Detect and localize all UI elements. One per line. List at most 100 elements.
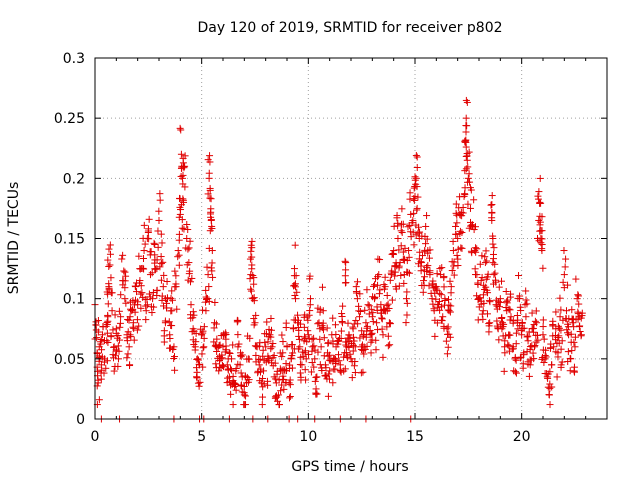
- data-point: [160, 327, 168, 335]
- data-point: [423, 212, 431, 220]
- data-point: [169, 345, 177, 353]
- data-point: [248, 244, 256, 252]
- data-point: [329, 379, 337, 387]
- y-axis-label: SRMTID / TECUs: [6, 182, 22, 295]
- data-point: [356, 334, 364, 342]
- data-point: [405, 269, 413, 277]
- data-point: [222, 346, 230, 354]
- data-point: [237, 353, 245, 361]
- data-point: [500, 320, 508, 328]
- data-point: [539, 331, 547, 339]
- x-tick-label: 15: [406, 429, 424, 445]
- data-point: [121, 295, 129, 303]
- data-point: [105, 245, 113, 253]
- data-point: [295, 326, 303, 334]
- data-point: [193, 355, 201, 363]
- data-point: [538, 227, 546, 235]
- data-point: [329, 314, 337, 322]
- data-point: [537, 199, 545, 207]
- data-point: [144, 227, 152, 235]
- data-point: [145, 235, 153, 243]
- data-point: [148, 269, 156, 277]
- data-point: [463, 150, 471, 158]
- data-point: [444, 323, 452, 331]
- data-point: [288, 364, 296, 372]
- data-point: [557, 361, 565, 369]
- data-point: [183, 220, 191, 228]
- data-point: [386, 276, 394, 284]
- data-point: [175, 230, 183, 238]
- data-point: [106, 261, 114, 269]
- data-point: [206, 152, 214, 160]
- data-point: [106, 241, 114, 249]
- data-point: [346, 334, 354, 342]
- data-point: [174, 247, 182, 255]
- data-point: [555, 324, 563, 332]
- data-point: [404, 223, 412, 231]
- data-point: [470, 226, 478, 234]
- data-point: [291, 281, 299, 289]
- data-point: [555, 332, 563, 340]
- data-point: [356, 290, 364, 298]
- data-point: [412, 174, 420, 182]
- data-point: [187, 278, 195, 286]
- data-point: [173, 305, 181, 313]
- data-point: [199, 306, 207, 314]
- data-point: [320, 334, 328, 342]
- data-point: [264, 338, 272, 346]
- data-point: [184, 226, 192, 234]
- data-point: [127, 307, 135, 315]
- data-point: [397, 227, 405, 235]
- data-point: [482, 247, 490, 255]
- data-point: [332, 330, 340, 338]
- data-point: [570, 367, 578, 375]
- data-point: [307, 368, 315, 376]
- data-point: [168, 287, 176, 295]
- data-point: [244, 332, 252, 340]
- data-point: [114, 342, 122, 350]
- data-point: [98, 331, 106, 339]
- data-point: [194, 356, 202, 364]
- data-point: [490, 271, 498, 279]
- data-point: [261, 338, 269, 346]
- data-point: [446, 308, 454, 316]
- data-point: [107, 333, 115, 341]
- data-point: [312, 385, 320, 393]
- data-point: [155, 216, 163, 224]
- data-point: [473, 271, 481, 279]
- data-point: [180, 198, 188, 206]
- data-point: [414, 193, 422, 201]
- data-point: [93, 334, 101, 342]
- data-point: [238, 351, 246, 359]
- data-point: [359, 368, 367, 376]
- data-point: [209, 273, 217, 281]
- data-point: [134, 298, 142, 306]
- data-point: [458, 244, 466, 252]
- data-point: [386, 320, 394, 328]
- data-point: [104, 290, 112, 298]
- data-point: [402, 319, 410, 327]
- data-point: [567, 330, 575, 338]
- data-point: [179, 171, 187, 179]
- data-point: [516, 354, 524, 362]
- data-point: [142, 302, 150, 310]
- data-point: [502, 303, 510, 311]
- data-point: [338, 310, 346, 318]
- data-point: [436, 306, 444, 314]
- data-point: [394, 219, 402, 227]
- data-point: [522, 313, 530, 321]
- data-point: [430, 305, 438, 313]
- data-point: [495, 298, 503, 306]
- data-point: [156, 196, 164, 204]
- data-point: [306, 301, 314, 309]
- data-point: [544, 374, 552, 382]
- data-point: [314, 304, 322, 312]
- data-point: [295, 335, 303, 343]
- data-point: [496, 298, 504, 306]
- data-point: [506, 293, 514, 301]
- data-point: [391, 263, 399, 271]
- data-point: [368, 313, 376, 321]
- data-point: [498, 314, 506, 322]
- data-point: [213, 347, 221, 355]
- data-point: [204, 190, 212, 198]
